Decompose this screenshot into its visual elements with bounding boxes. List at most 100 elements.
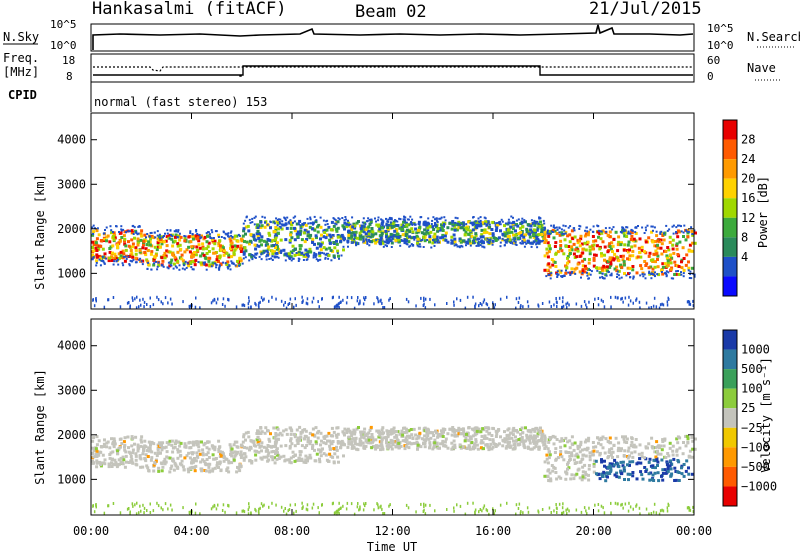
- power-cell: [211, 261, 215, 265]
- velocity-near-range: [258, 507, 260, 511]
- velocity-cell: [243, 452, 247, 456]
- power-cell-edge: [173, 230, 176, 233]
- power-cell: [195, 234, 199, 238]
- power-cell-edge: [624, 229, 627, 232]
- velocity-near-range: [143, 511, 145, 515]
- power-cell-edge: [571, 270, 574, 273]
- power-cell: [396, 233, 400, 236]
- power-cell: [619, 263, 623, 267]
- power-cell: [145, 258, 149, 262]
- velocity-near-range: [488, 512, 490, 516]
- power-cell: [588, 249, 592, 252]
- power-cell: [140, 229, 144, 233]
- power-cell-edge: [388, 216, 391, 219]
- power-cell-edge: [634, 231, 637, 234]
- power-cell: [134, 248, 138, 252]
- velocity-cell: [386, 446, 390, 450]
- power-cell: [325, 228, 329, 232]
- power-cell-edge: [367, 217, 370, 220]
- velocity-cell: [363, 446, 367, 450]
- velocity-cell: [639, 461, 643, 465]
- power-cell: [436, 240, 440, 244]
- power-cell-edge: [228, 264, 231, 267]
- power-cell-edge: [164, 232, 166, 235]
- velocity-cell: [668, 441, 672, 445]
- power-cell: [525, 227, 529, 231]
- velocity-cell: [277, 457, 281, 460]
- velocity-cell: [186, 467, 190, 471]
- velocity-cell: [540, 432, 544, 436]
- power-near-range: [284, 301, 286, 304]
- power-cell: [256, 226, 260, 229]
- velocity-near-range: [357, 502, 359, 505]
- power-cell: [508, 239, 512, 243]
- velocity-near-range: [472, 501, 474, 505]
- velocity-cell: [611, 456, 614, 459]
- velocity-cell: [164, 445, 168, 449]
- velocity-cell: [396, 430, 400, 434]
- power-cell: [205, 247, 209, 251]
- velocity-cell: [276, 427, 280, 431]
- power-cell-edge: [103, 262, 106, 265]
- velocity-cell: [495, 429, 499, 433]
- velocity-cell: [600, 458, 603, 462]
- velocity-near-range: [362, 508, 365, 512]
- velocity-near-range: [446, 508, 448, 511]
- power-cell-edge: [322, 219, 325, 222]
- velocity-cell: [640, 451, 644, 455]
- velocity-cell: [375, 429, 379, 433]
- power-cell-edge: [622, 230, 625, 232]
- velocity-cell: [487, 427, 491, 431]
- x-tick-label: 00:00: [676, 524, 712, 538]
- velocity-cell: [308, 431, 312, 435]
- power-cell-edge: [149, 232, 152, 234]
- power-cell-edge: [680, 230, 683, 233]
- power-cell-edge: [303, 253, 306, 256]
- power-cell: [519, 231, 523, 234]
- velocity-cell: [273, 461, 277, 465]
- velocity-cell: [578, 460, 582, 464]
- power-cell-edge: [276, 218, 279, 221]
- power-cell-edge: [650, 277, 653, 280]
- velocity-cell: [249, 445, 252, 449]
- velocity-cell: [377, 430, 381, 434]
- power-cell: [545, 251, 549, 255]
- power-cell: [296, 230, 300, 234]
- power-cell-edge: [567, 226, 570, 229]
- velocity-cell: [217, 450, 221, 454]
- power-cell-edge: [570, 272, 573, 274]
- power-cell: [215, 258, 219, 262]
- velocity-cell: [488, 438, 492, 442]
- velocity-cell: [451, 428, 455, 432]
- power-cell-edge: [651, 273, 654, 275]
- velocity-near-range: [340, 506, 342, 510]
- power-cell-edge: [434, 218, 436, 221]
- power-cell-edge: [261, 215, 264, 218]
- velocity-cell: [548, 436, 552, 439]
- power-near-range: [248, 296, 250, 300]
- power-near-range: [517, 301, 520, 304]
- power-near-range: [312, 296, 315, 300]
- velocity-cell: [115, 465, 119, 469]
- velocity-cell: [435, 441, 439, 445]
- power-cell: [131, 242, 135, 246]
- velocity-cell: [508, 445, 512, 449]
- velocity-cell: [487, 448, 491, 452]
- power-cell-edge: [96, 227, 99, 230]
- velocity-cell: [531, 427, 535, 431]
- velocity-cell: [322, 441, 326, 445]
- power-cell: [176, 244, 180, 248]
- power-cell-edge: [592, 230, 595, 233]
- power-cell-edge: [292, 257, 295, 260]
- power-cell-edge: [244, 219, 247, 222]
- power-cell-edge: [534, 220, 537, 223]
- velocity-cell: [242, 456, 246, 460]
- power-near-range: [446, 302, 448, 305]
- power-cell: [691, 233, 695, 237]
- power-near-range: [380, 298, 382, 302]
- velocity-cell: [603, 464, 606, 468]
- power-cell-edge: [530, 245, 533, 248]
- velocity-cell: [649, 471, 653, 475]
- velocity-cell: [256, 436, 260, 439]
- velocity-cell: [572, 458, 576, 462]
